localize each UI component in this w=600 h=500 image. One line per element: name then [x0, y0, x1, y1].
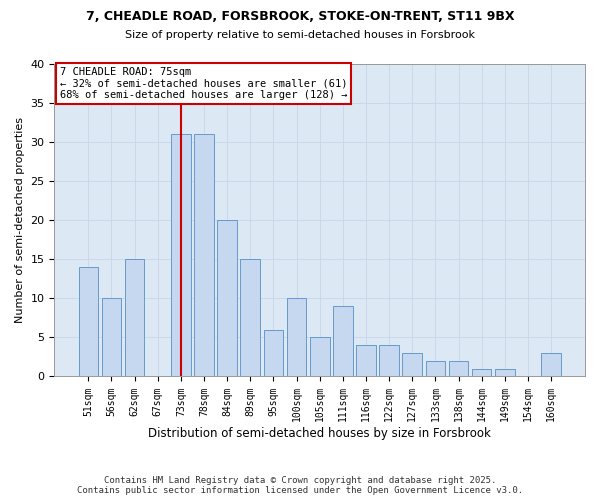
- Y-axis label: Number of semi-detached properties: Number of semi-detached properties: [15, 117, 25, 323]
- Bar: [241, 260, 260, 376]
- Bar: [217, 220, 237, 376]
- Bar: [472, 368, 491, 376]
- Bar: [333, 306, 353, 376]
- Text: 7, CHEADLE ROAD, FORSBROOK, STOKE-ON-TRENT, ST11 9BX: 7, CHEADLE ROAD, FORSBROOK, STOKE-ON-TRE…: [86, 10, 514, 23]
- Bar: [449, 361, 469, 376]
- Bar: [356, 345, 376, 376]
- X-axis label: Distribution of semi-detached houses by size in Forsbrook: Distribution of semi-detached houses by …: [148, 427, 491, 440]
- Bar: [263, 330, 283, 376]
- Bar: [310, 338, 329, 376]
- Text: Size of property relative to semi-detached houses in Forsbrook: Size of property relative to semi-detach…: [125, 30, 475, 40]
- Bar: [541, 353, 561, 376]
- Text: 7 CHEADLE ROAD: 75sqm
← 32% of semi-detached houses are smaller (61)
68% of semi: 7 CHEADLE ROAD: 75sqm ← 32% of semi-deta…: [60, 67, 347, 100]
- Bar: [379, 345, 399, 376]
- Bar: [125, 260, 145, 376]
- Bar: [171, 134, 191, 376]
- Bar: [495, 368, 515, 376]
- Bar: [79, 267, 98, 376]
- Bar: [101, 298, 121, 376]
- Bar: [403, 353, 422, 376]
- Bar: [425, 361, 445, 376]
- Text: Contains HM Land Registry data © Crown copyright and database right 2025.
Contai: Contains HM Land Registry data © Crown c…: [77, 476, 523, 495]
- Bar: [287, 298, 307, 376]
- Bar: [194, 134, 214, 376]
